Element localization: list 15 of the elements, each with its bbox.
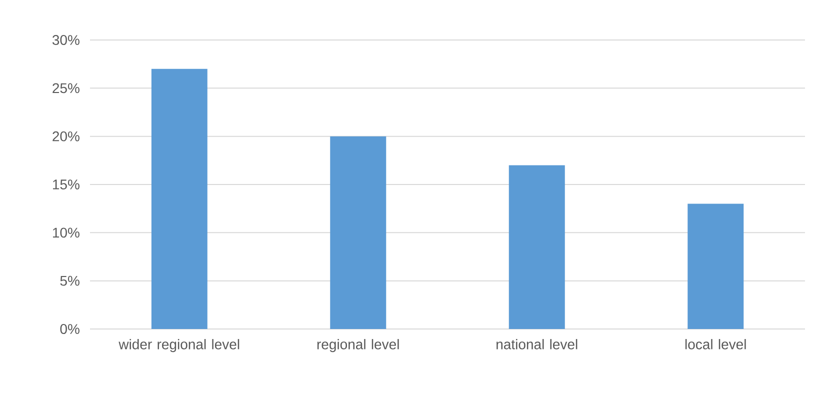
y-tick-label: 10% <box>53 228 80 238</box>
x-tick-label: regional level <box>317 339 399 352</box>
x-tick-label: national level <box>496 339 578 350</box>
y-tick-label: 0% <box>60 324 80 334</box>
bar <box>330 136 386 329</box>
y-tick-label: 15% <box>53 180 80 190</box>
x-tick-label: local level <box>685 339 746 350</box>
bar <box>508 165 565 329</box>
y-tick-label: 5% <box>60 276 80 286</box>
bar <box>688 204 744 329</box>
y-tick-label: 25% <box>52 83 80 94</box>
x-tick-label: wider regional level <box>118 339 240 352</box>
bar <box>151 68 208 329</box>
y-tick-label: 20% <box>52 131 80 142</box>
y-tick-label: 30% <box>52 35 80 45</box>
